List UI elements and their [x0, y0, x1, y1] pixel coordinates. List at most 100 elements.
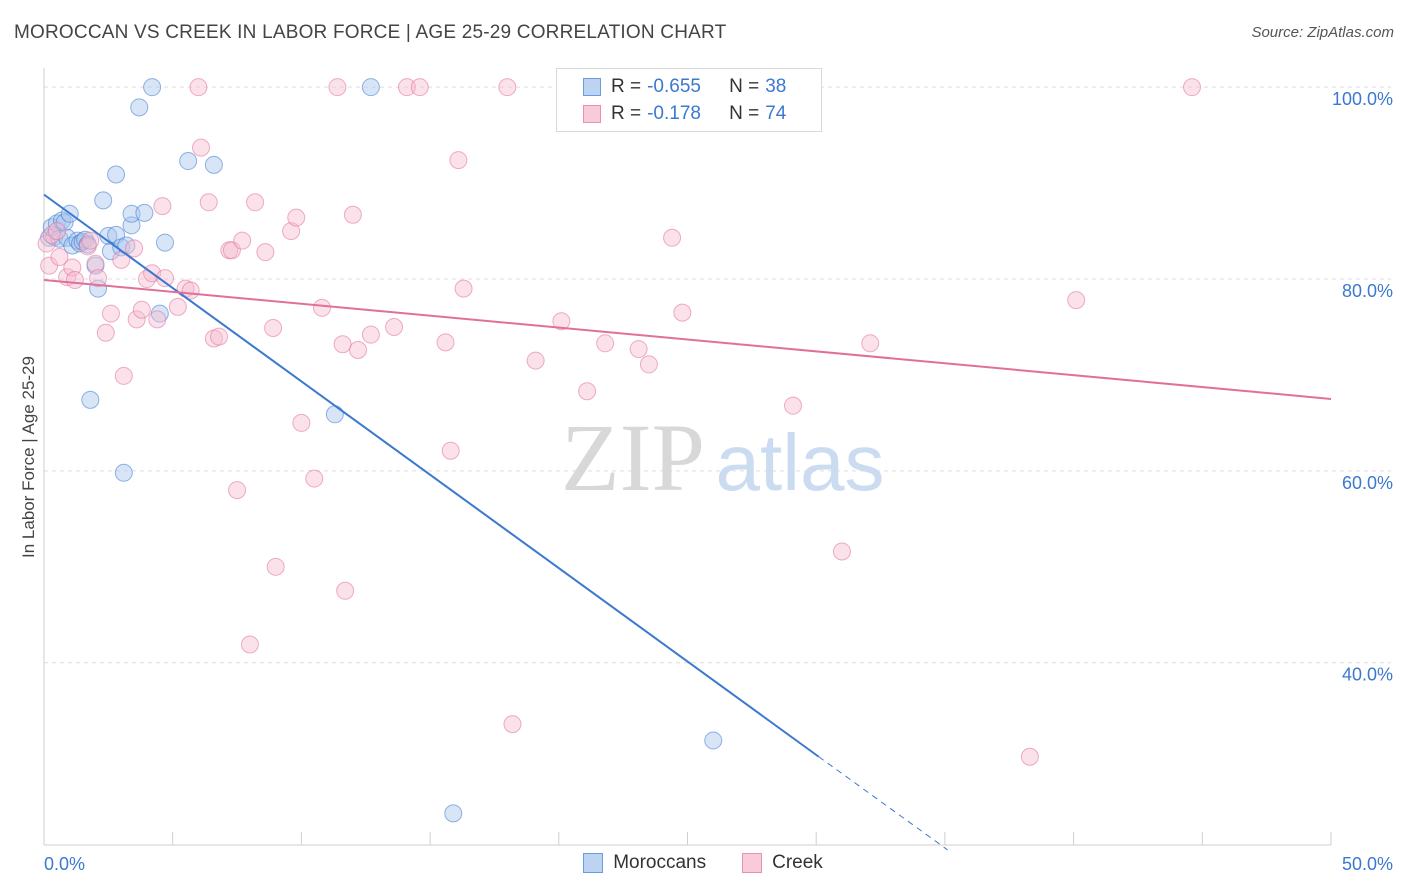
creek-legend-swatch	[742, 853, 763, 873]
creek-point	[578, 382, 597, 401]
series-legend-creek[interactable]: Creek	[742, 852, 823, 874]
legend-n-label: N =	[729, 103, 760, 124]
creek-point	[1183, 78, 1202, 97]
creek-point	[1020, 747, 1039, 766]
creek-swatch	[583, 105, 601, 123]
watermark-zip: ZIP	[561, 404, 705, 511]
moroccans-point	[94, 191, 113, 210]
creek-point	[361, 325, 380, 344]
legend-row-moroccans: R = -0.655 N = 38	[557, 73, 786, 101]
creek-point	[114, 366, 133, 385]
creek-point	[397, 78, 416, 97]
creek-point	[86, 254, 105, 273]
creek-point	[596, 334, 615, 353]
creek-legend-label: Creek	[772, 852, 823, 873]
creek-point	[436, 333, 455, 352]
y-axis-label: In Labor Force | Age 25-29	[19, 356, 38, 558]
legend-r-value: -0.178	[647, 103, 701, 124]
creek-point	[454, 279, 473, 298]
moroccans-point	[68, 231, 87, 250]
creek-point	[449, 151, 468, 170]
legend-n-label: N =	[729, 76, 760, 97]
gridlines	[44, 86, 1391, 664]
moroccans-point	[325, 405, 344, 424]
series-legend-moroccans[interactable]: Moroccans	[583, 852, 706, 874]
creek-point	[333, 335, 352, 354]
creek-point	[784, 396, 803, 415]
creek-point	[125, 239, 144, 258]
creek-point	[385, 318, 404, 336]
creek-point	[328, 78, 347, 97]
legend-row-creek: R = -0.178 N = 74	[557, 100, 786, 128]
creek-point	[832, 542, 851, 561]
creek-point	[526, 351, 545, 370]
legend-r-label: R =	[611, 103, 642, 124]
creek-point	[155, 269, 174, 288]
moroccans-point	[122, 204, 141, 223]
moroccans-point	[53, 211, 72, 230]
moroccans-point	[130, 98, 149, 117]
data-points	[37, 78, 1202, 823]
creek-point	[349, 341, 368, 360]
creek-point	[336, 581, 355, 600]
creek-point	[861, 334, 880, 353]
creek-point	[199, 193, 218, 212]
legend-n-value: 38	[765, 76, 787, 97]
y-tick-label: 80.0%	[1342, 281, 1393, 301]
creek-point	[343, 205, 362, 224]
creek-point	[498, 78, 517, 97]
y-tick-label: 40.0%	[1342, 665, 1393, 685]
moroccans-point	[444, 804, 463, 823]
moroccans-point	[204, 155, 223, 174]
moroccans-point	[704, 731, 723, 750]
legend-n-value: 74	[765, 103, 787, 124]
creek-point	[663, 228, 682, 247]
creek-point	[552, 312, 571, 331]
x-axis-ticks	[172, 832, 1332, 845]
stats-legend: R = -0.655 N = 38 R = -0.178 N = 74	[556, 68, 822, 132]
creek-point	[410, 78, 429, 97]
creek-point	[1067, 291, 1086, 310]
creek-point	[168, 297, 187, 316]
creek-point	[266, 557, 285, 576]
x-tick-label: 50.0%	[1342, 854, 1393, 874]
creek-trend-line	[43, 279, 1332, 400]
moroccans-point	[114, 463, 133, 482]
watermark: ZIP atlas	[561, 404, 884, 511]
creek-point	[148, 310, 167, 329]
creek-point	[89, 269, 108, 288]
moroccans-trend-line	[43, 193, 820, 758]
y-tick-label: 60.0%	[1342, 473, 1393, 493]
moroccans-point	[135, 203, 154, 222]
watermark-atlas: atlas	[716, 418, 885, 507]
creek-point	[127, 310, 146, 329]
creek-point	[264, 318, 283, 337]
y-tick-label: 100.0%	[1332, 89, 1393, 109]
creek-point	[101, 304, 120, 323]
creek-point	[287, 208, 306, 227]
moroccans-point	[155, 233, 174, 252]
creek-point	[192, 138, 211, 157]
creek-point	[441, 441, 460, 460]
moroccans-trend-extension	[818, 756, 948, 851]
creek-point	[305, 469, 324, 488]
chart-title: MOROCCAN VS CREEK IN LABOR FORCE | AGE 2…	[14, 22, 727, 43]
creek-point	[233, 231, 252, 250]
creek-point	[37, 234, 56, 253]
moroccans-point	[361, 78, 380, 97]
creek-point	[153, 197, 172, 216]
creek-point	[312, 298, 331, 317]
moroccans-legend-swatch	[583, 853, 604, 873]
creek-point	[96, 323, 115, 342]
creek-point	[639, 355, 658, 374]
creek-point	[503, 715, 522, 734]
creek-point	[228, 481, 247, 500]
moroccans-point	[179, 152, 198, 171]
creek-point	[210, 327, 229, 346]
creek-point	[132, 300, 151, 319]
moroccans-point	[81, 390, 100, 409]
tick-labels: 100.0% 80.0% 60.0% 40.0% 0.0% 50.0%	[44, 89, 1393, 874]
creek-point	[47, 222, 66, 241]
creek-point	[81, 231, 100, 250]
